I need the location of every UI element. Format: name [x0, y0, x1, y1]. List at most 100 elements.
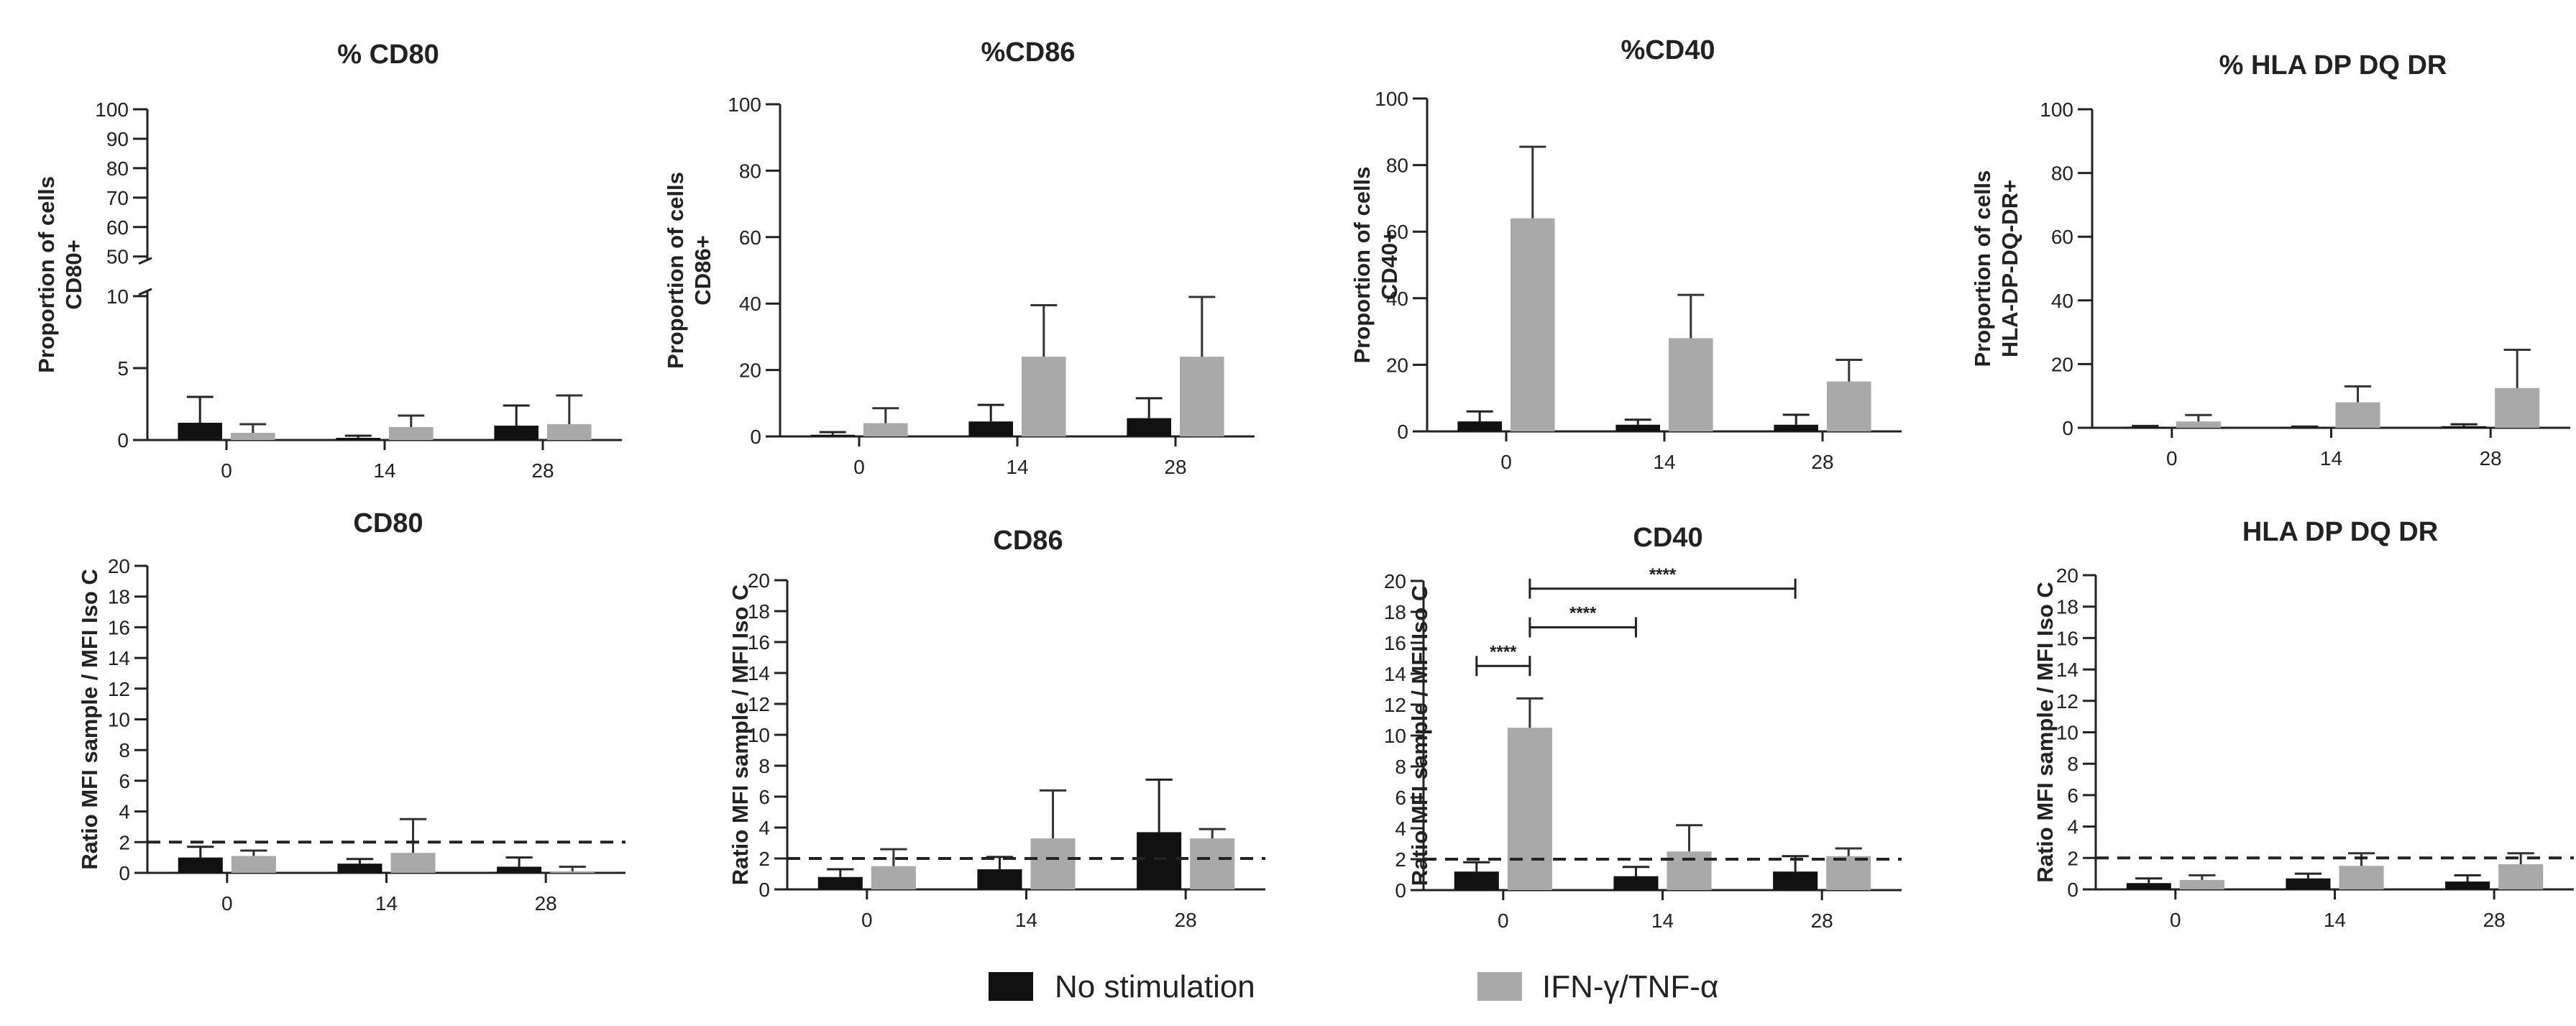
- y-tick-label: 6: [758, 786, 770, 808]
- x-tick-label: 28: [2480, 447, 2502, 470]
- bar-ifn-tnf: [2498, 864, 2544, 889]
- x-tick-label: 28: [2483, 909, 2506, 931]
- bar-no-stimulation: [337, 864, 382, 873]
- chart-title: CD86: [993, 526, 1063, 556]
- y-axis-label: HLA-DP-DQ-DR+: [1997, 180, 2022, 357]
- legend-swatch-no-stimulation: [989, 972, 1033, 1001]
- axis-break-mark: [138, 288, 152, 296]
- x-tick-label: 28: [1811, 451, 1833, 473]
- bar-ifn-tnf: [863, 423, 908, 436]
- y-axis-label: Proportion of cells: [663, 172, 688, 369]
- bar-no-stimulation: [2286, 878, 2331, 889]
- y-tick-label: 80: [739, 160, 761, 182]
- y-tick-label: 5: [117, 357, 129, 380]
- y-tick-label: 4: [119, 801, 130, 823]
- y-axis-label: Proportion of cells: [1349, 167, 1375, 364]
- y-axis-label: Ratio MFI sample / MFI Iso C: [728, 585, 753, 886]
- y-tick-label: 60: [1386, 221, 1408, 243]
- chart-pct-cd80: % CD80 Proportion of cells CD80+ 0 5 10 50 60 70…: [34, 40, 622, 482]
- bar-ifn-tnf: [231, 432, 275, 440]
- significance-label: ****: [1490, 642, 1517, 661]
- y-tick-label: 2: [119, 831, 130, 853]
- bar-no-stimulation: [2445, 881, 2490, 889]
- y-tick-label: 16: [2056, 627, 2078, 649]
- bar-ifn-tnf: [389, 426, 434, 440]
- bar-ifn-tnf: [871, 866, 916, 889]
- chart-pct-cd86: %CD86 Proportion of cells CD86+ 0 20 40 60 80 10…: [663, 37, 1255, 478]
- y-tick-label: 8: [119, 739, 130, 761]
- y-tick-label: 70: [106, 187, 129, 209]
- chart-ratio-hla: HLA DP DQ DR Ratio MFI sample / MFI Iso C…: [2032, 517, 2574, 931]
- bar-no-stimulation: [497, 866, 542, 873]
- bar-no-stimulation: [178, 422, 222, 440]
- bar-no-stimulation: [1137, 832, 1182, 889]
- x-tick-label: 14: [1006, 456, 1028, 478]
- legend: No stimulation IFN-γ/TNF-α: [989, 969, 1718, 1004]
- bar-no-stimulation: [817, 876, 863, 889]
- y-tick-label: 40: [2051, 290, 2073, 312]
- y-tick-label: 16: [1384, 632, 1406, 654]
- chart-ratio-cd80: CD80 Ratio MFI sample / MFI Iso C 0 2 4 6 8 10 1…: [77, 508, 625, 915]
- legend-label-ifn-tnf: IFN-γ/TNF-α: [1542, 969, 1718, 1004]
- chart-title: % HLA DP DQ DR: [2219, 50, 2447, 81]
- x-tick-label: 28: [1811, 910, 1833, 932]
- y-axis-label: CD80+: [61, 239, 86, 309]
- chart-pct-cd40: %CD40 Proportion of cells CD40+ 0 20 40 60 80 10…: [1349, 35, 1902, 473]
- y-tick-label: 100: [95, 99, 129, 121]
- y-tick-label: 4: [2067, 816, 2078, 838]
- x-tick-label: 28: [531, 459, 554, 482]
- y-tick-label: 4: [1395, 817, 1406, 840]
- y-tick-label: 2: [1395, 848, 1406, 871]
- y-tick-label: 12: [1384, 694, 1406, 716]
- bar-ifn-tnf: [550, 871, 595, 873]
- bar-ifn-tnf: [1826, 856, 1871, 890]
- y-tick-label: 20: [1386, 354, 1408, 376]
- bar-no-stimulation: [977, 869, 1022, 889]
- y-tick-label: 0: [758, 879, 770, 901]
- x-tick-label: 28: [1175, 909, 1197, 931]
- y-tick-label: 10: [108, 709, 130, 731]
- y-tick-label: 0: [750, 426, 761, 448]
- y-tick-label: 60: [106, 216, 129, 239]
- y-tick-label: 20: [1384, 570, 1406, 592]
- bar-no-stimulation: [810, 434, 855, 436]
- legend-label-no-stimulation: No stimulation: [1055, 969, 1255, 1004]
- y-axis-label: Ratio MFI sample / MFI Iso C: [2032, 582, 2058, 883]
- y-tick-label: 10: [1384, 725, 1406, 747]
- x-tick-label: 0: [2170, 909, 2181, 931]
- chart-pct-hla: % HLA DP DQ DR Proportion of cells HLA-DP-…: [1970, 50, 2570, 470]
- x-tick-label: 14: [375, 892, 398, 915]
- y-tick-label: 16: [108, 616, 130, 638]
- bar-no-stimulation: [1774, 424, 1818, 431]
- chart-title: HLA DP DQ DR: [2242, 517, 2438, 547]
- y-tick-label: 0: [1397, 421, 1408, 443]
- legend-swatch-ifn-tnf: [1477, 972, 1522, 1001]
- y-tick-label: 14: [1384, 663, 1406, 685]
- bar-ifn-tnf: [1030, 838, 1076, 889]
- y-tick-label: 40: [1386, 288, 1408, 310]
- y-tick-label: 6: [1395, 787, 1406, 809]
- chart-title: % CD80: [337, 40, 439, 70]
- bar-ifn-tnf: [2176, 421, 2221, 428]
- bar-no-stimulation: [2126, 883, 2171, 889]
- bar-ifn-tnf: [1669, 338, 1713, 431]
- y-tick-label: 14: [748, 662, 770, 684]
- bar-ifn-tnf: [390, 853, 436, 873]
- y-tick-label: 80: [106, 157, 129, 180]
- x-tick-label: 14: [2320, 447, 2342, 470]
- y-tick-label: 100: [1375, 88, 1408, 110]
- x-tick-label: 14: [373, 459, 395, 482]
- bar-ifn-tnf: [1827, 381, 1871, 431]
- y-tick-label: 12: [108, 678, 130, 700]
- x-tick-label: 14: [1015, 909, 1037, 931]
- significance-label: ****: [1649, 565, 1677, 585]
- significance-label: ****: [1569, 604, 1597, 623]
- bar-no-stimulation: [1454, 871, 1499, 890]
- x-tick-label: 14: [1651, 910, 1674, 932]
- y-tick-label: 20: [748, 569, 770, 592]
- chart-title: %CD40: [1621, 35, 1715, 65]
- y-tick-label: 20: [2051, 353, 2073, 375]
- bar-ifn-tnf: [1511, 218, 1555, 431]
